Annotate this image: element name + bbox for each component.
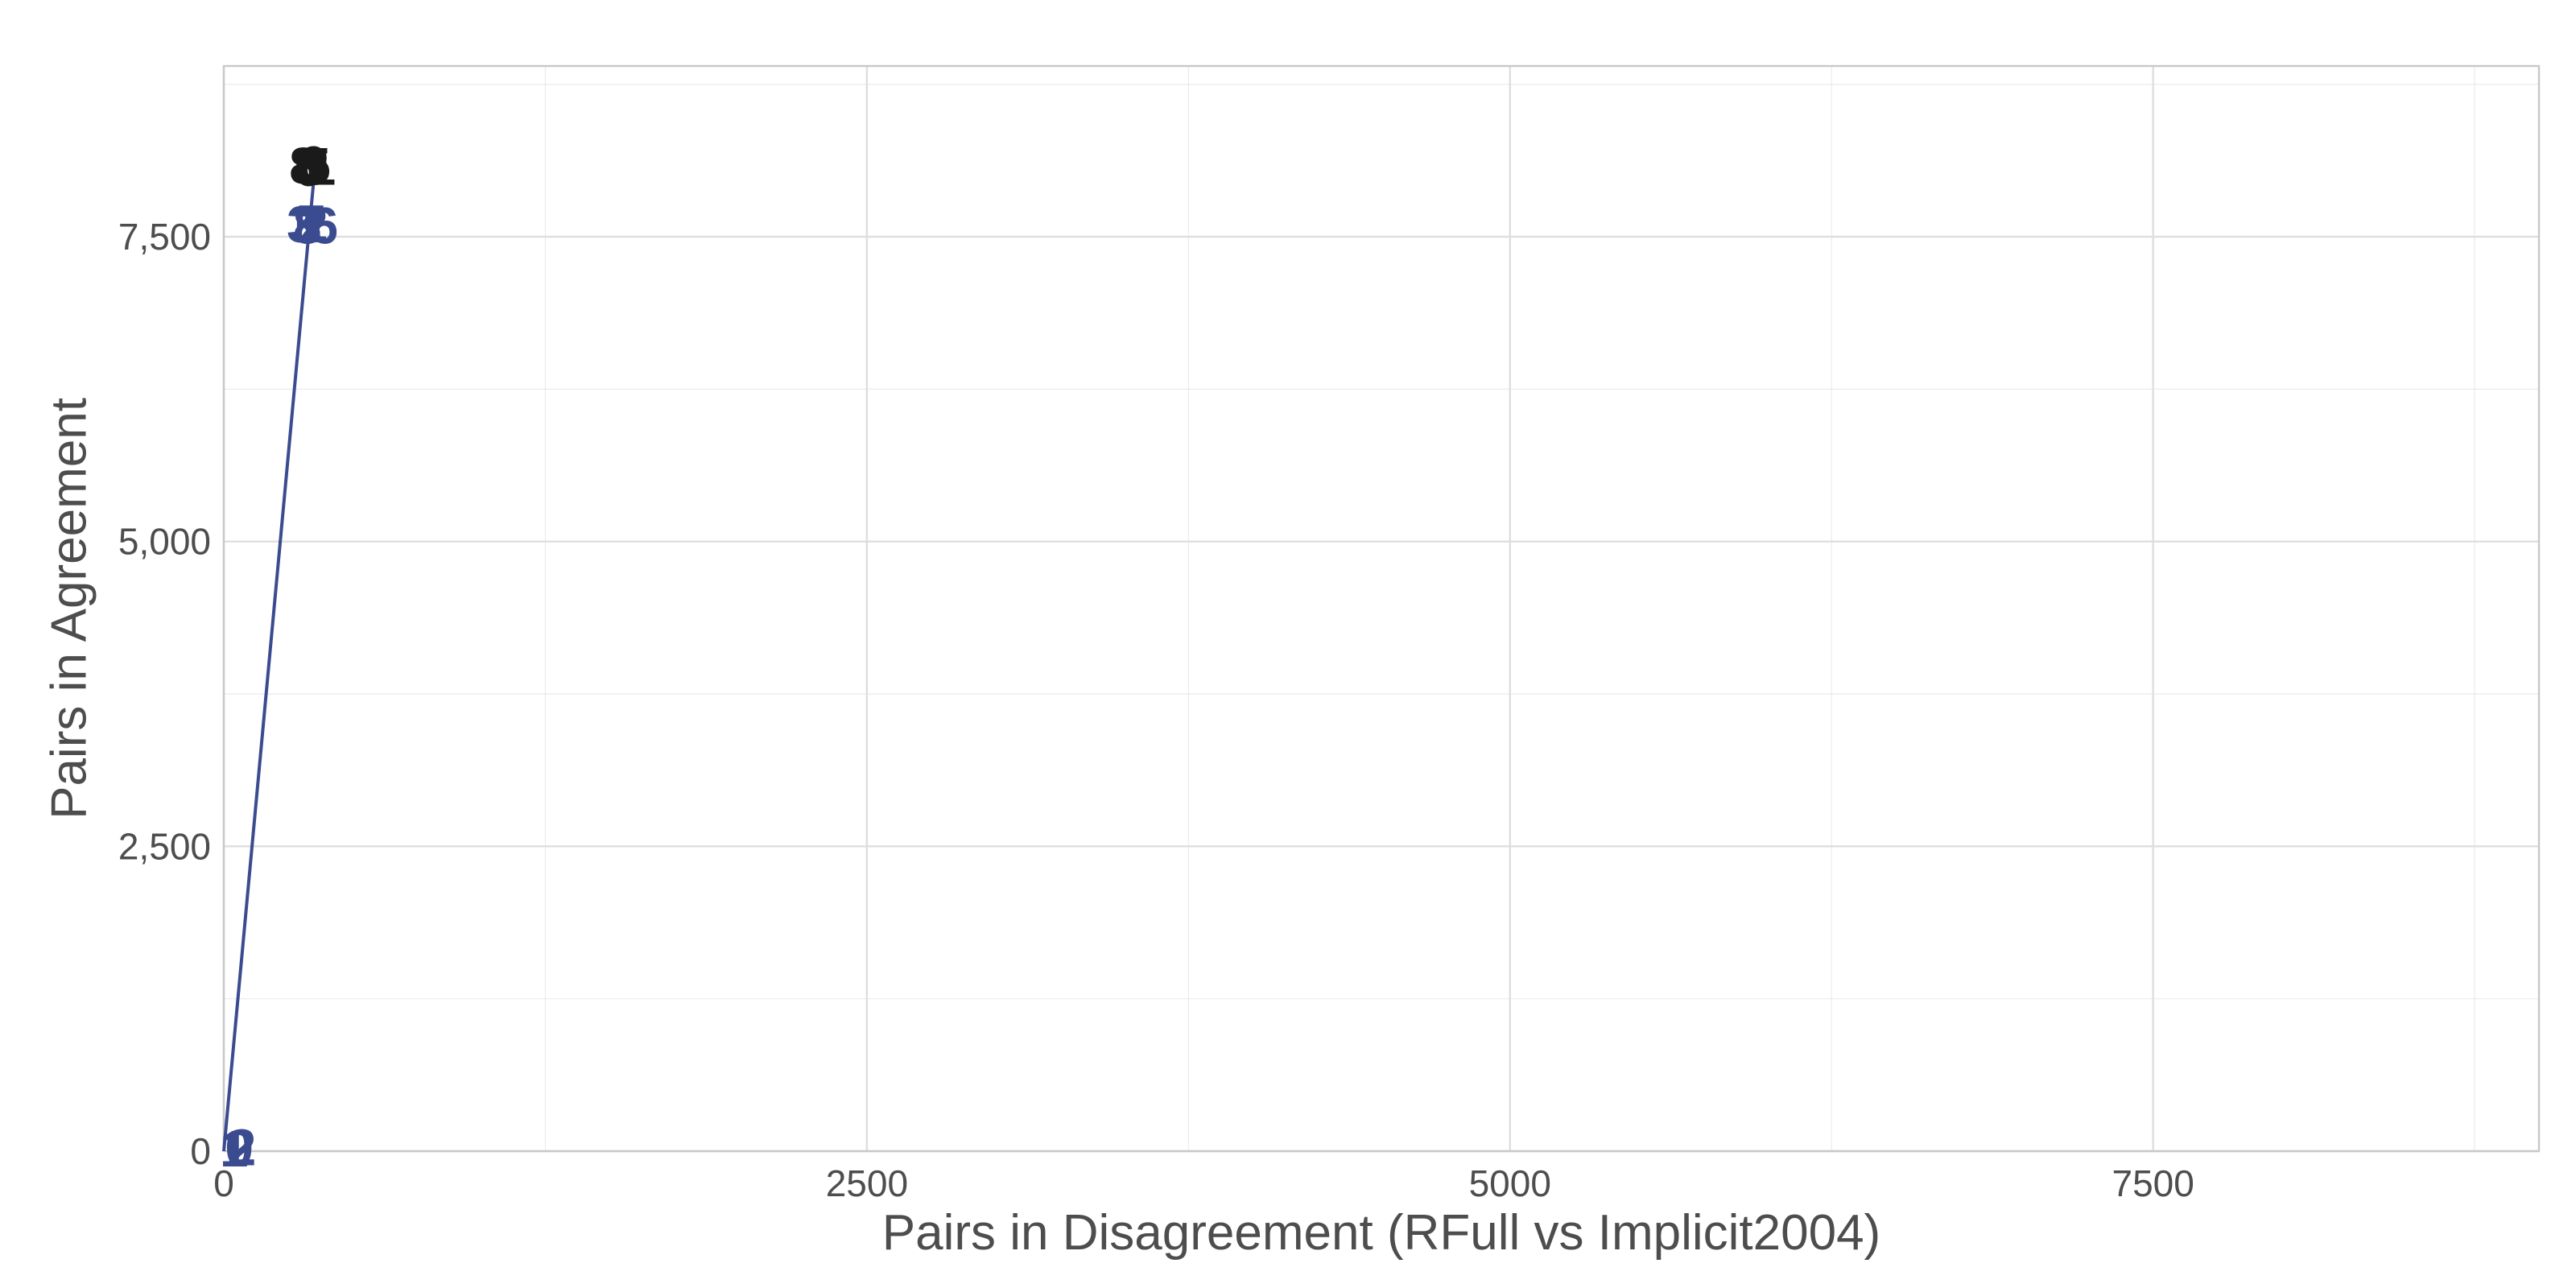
fit-line [222,151,319,1152]
y-tick-label: 0 [190,1130,211,1172]
point-label: 7 [297,194,326,252]
point-label: 5 [302,137,331,195]
y-tick-label: 5,000 [118,521,211,563]
y-tick-label: 7,500 [118,216,211,258]
x-tick-label: 5000 [1469,1162,1551,1204]
y-tick-label: 2,500 [118,825,211,867]
x-tick-label: 2500 [826,1162,908,1204]
point-label: 0 [225,1119,254,1177]
point-label: 3 [301,138,330,196]
point-label: 3 [287,196,316,254]
point-label: 1 [308,138,336,196]
point-label: 1 [220,1120,249,1178]
point-label: 2 [299,196,328,254]
point-label: 0 [295,139,324,197]
y-axis-ticks: 0 2,500 5,000 7,500 [118,216,211,1172]
point-label: 8 [289,137,318,195]
x-axis-title: Pairs in Disagreement (RFull vs Implicit… [882,1205,1880,1261]
x-tick-label: 0 [213,1162,234,1204]
x-axis-ticks: 0 2500 5000 7500 [213,1162,2194,1204]
point-label: 6 [310,196,339,254]
y-axis-title: Pairs in Agreement [42,398,97,819]
x-tick-label: 7500 [2112,1162,2194,1204]
grid-layer [222,66,2539,1153]
point-label: 2 [228,1118,257,1176]
point-label: 8 [293,196,322,254]
panel-border [222,64,2541,1153]
fit-line-layer [222,151,319,1152]
point-label: 6 [298,136,327,194]
